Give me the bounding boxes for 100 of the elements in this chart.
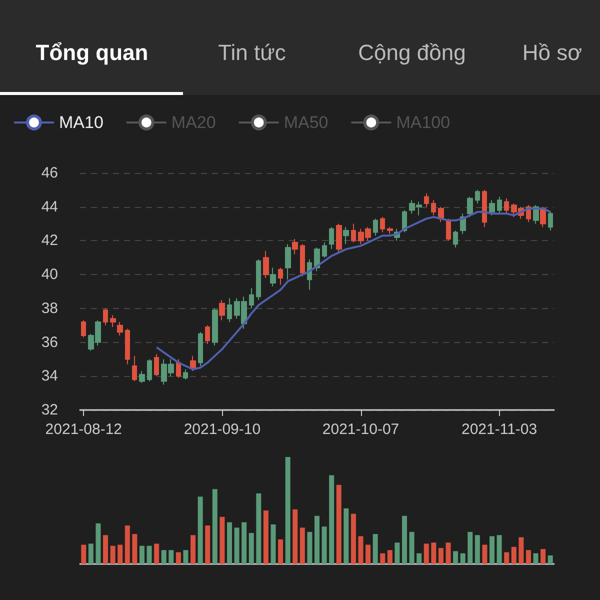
bar bbox=[387, 550, 392, 564]
bar bbox=[350, 514, 356, 564]
bar bbox=[314, 516, 320, 564]
text: Hồ sơ bbox=[521, 40, 582, 66]
bar bbox=[263, 510, 268, 564]
candlestick bbox=[190, 355, 196, 372]
candlestick bbox=[278, 267, 283, 286]
bar bbox=[285, 457, 290, 564]
candlestick bbox=[438, 206, 444, 223]
candlestick bbox=[285, 244, 291, 280]
bar bbox=[190, 535, 196, 564]
bar bbox=[103, 535, 108, 564]
bar bbox=[118, 544, 123, 564]
legend-label: MA10 bbox=[59, 113, 104, 132]
bar bbox=[307, 532, 312, 564]
candlestick bbox=[351, 223, 356, 243]
y-tick-label: 46 bbox=[41, 164, 58, 182]
bar bbox=[366, 544, 371, 564]
bar bbox=[205, 525, 210, 564]
candlestick bbox=[117, 321, 123, 336]
y-tick-label: 44 bbox=[41, 198, 58, 216]
bar bbox=[96, 523, 101, 564]
candlestick bbox=[103, 308, 108, 326]
candlestick bbox=[322, 242, 327, 258]
bar bbox=[322, 526, 327, 564]
candlestick bbox=[227, 298, 232, 322]
bar bbox=[482, 544, 488, 564]
bar bbox=[183, 550, 188, 564]
candlestick bbox=[467, 196, 473, 218]
x-tick-label: 2021-09-10 bbox=[184, 421, 261, 438]
y-tick-label: 38 bbox=[41, 300, 58, 317]
candlestick bbox=[147, 358, 152, 382]
bar bbox=[278, 539, 284, 564]
candlestick bbox=[424, 192, 429, 208]
x-tick-label: 2021-08-12 bbox=[45, 421, 122, 438]
candlestick bbox=[198, 332, 203, 366]
bar bbox=[372, 534, 378, 564]
candlestick bbox=[329, 226, 334, 250]
bar bbox=[176, 552, 181, 564]
bar bbox=[380, 553, 386, 564]
candlestick bbox=[132, 355, 137, 382]
bar bbox=[394, 542, 400, 564]
line-series bbox=[156, 208, 552, 370]
candlestick bbox=[475, 189, 480, 204]
bar bbox=[490, 536, 495, 564]
bar bbox=[511, 546, 516, 564]
bar bbox=[168, 550, 174, 564]
candlestick bbox=[453, 230, 458, 248]
bar bbox=[242, 522, 247, 564]
bar bbox=[139, 546, 144, 564]
candlestick bbox=[343, 226, 349, 245]
x-tick-label: 2021-11-03 bbox=[461, 421, 538, 438]
bar bbox=[220, 516, 225, 564]
candlestick bbox=[292, 238, 298, 255]
bar bbox=[540, 549, 546, 564]
bar bbox=[270, 524, 276, 564]
candlestick bbox=[263, 250, 269, 278]
bar bbox=[88, 544, 94, 564]
candlestick bbox=[373, 218, 378, 236]
candlestick bbox=[431, 200, 436, 216]
bar bbox=[124, 525, 130, 564]
bar bbox=[198, 496, 203, 564]
candlestick bbox=[139, 370, 145, 384]
bar bbox=[161, 550, 166, 564]
text: Cộng đồng bbox=[357, 40, 467, 66]
bar bbox=[468, 532, 473, 564]
candlestick bbox=[380, 216, 385, 233]
bar bbox=[234, 528, 240, 564]
bar bbox=[344, 508, 349, 564]
bar bbox=[248, 532, 254, 564]
y-tick-label: 34 bbox=[41, 368, 58, 385]
bar bbox=[226, 522, 232, 564]
bar bbox=[329, 475, 334, 564]
y-tick-label: 32 bbox=[41, 402, 58, 418]
bar bbox=[533, 553, 538, 564]
candlestick bbox=[81, 320, 86, 338]
candlestick bbox=[548, 211, 553, 232]
bar bbox=[526, 550, 531, 564]
bar bbox=[336, 484, 342, 564]
bar bbox=[424, 544, 429, 564]
bar bbox=[409, 532, 414, 564]
bar bbox=[154, 544, 160, 564]
bar bbox=[81, 544, 86, 564]
candlestick bbox=[336, 223, 342, 254]
bar bbox=[292, 509, 298, 564]
candlestick bbox=[205, 324, 210, 344]
bar bbox=[110, 546, 116, 564]
candlestick bbox=[183, 368, 188, 380]
candlestick bbox=[270, 267, 276, 287]
candlestick bbox=[300, 244, 305, 277]
bar bbox=[518, 537, 524, 564]
candlestick bbox=[482, 189, 487, 228]
bar bbox=[496, 535, 502, 564]
bar bbox=[548, 555, 553, 564]
y-tick-label: 40 bbox=[41, 266, 58, 284]
bar bbox=[212, 489, 218, 564]
candlestick bbox=[176, 358, 181, 378]
bar bbox=[416, 553, 422, 564]
candlestick bbox=[504, 198, 509, 214]
y-tick-label: 36 bbox=[41, 334, 58, 351]
